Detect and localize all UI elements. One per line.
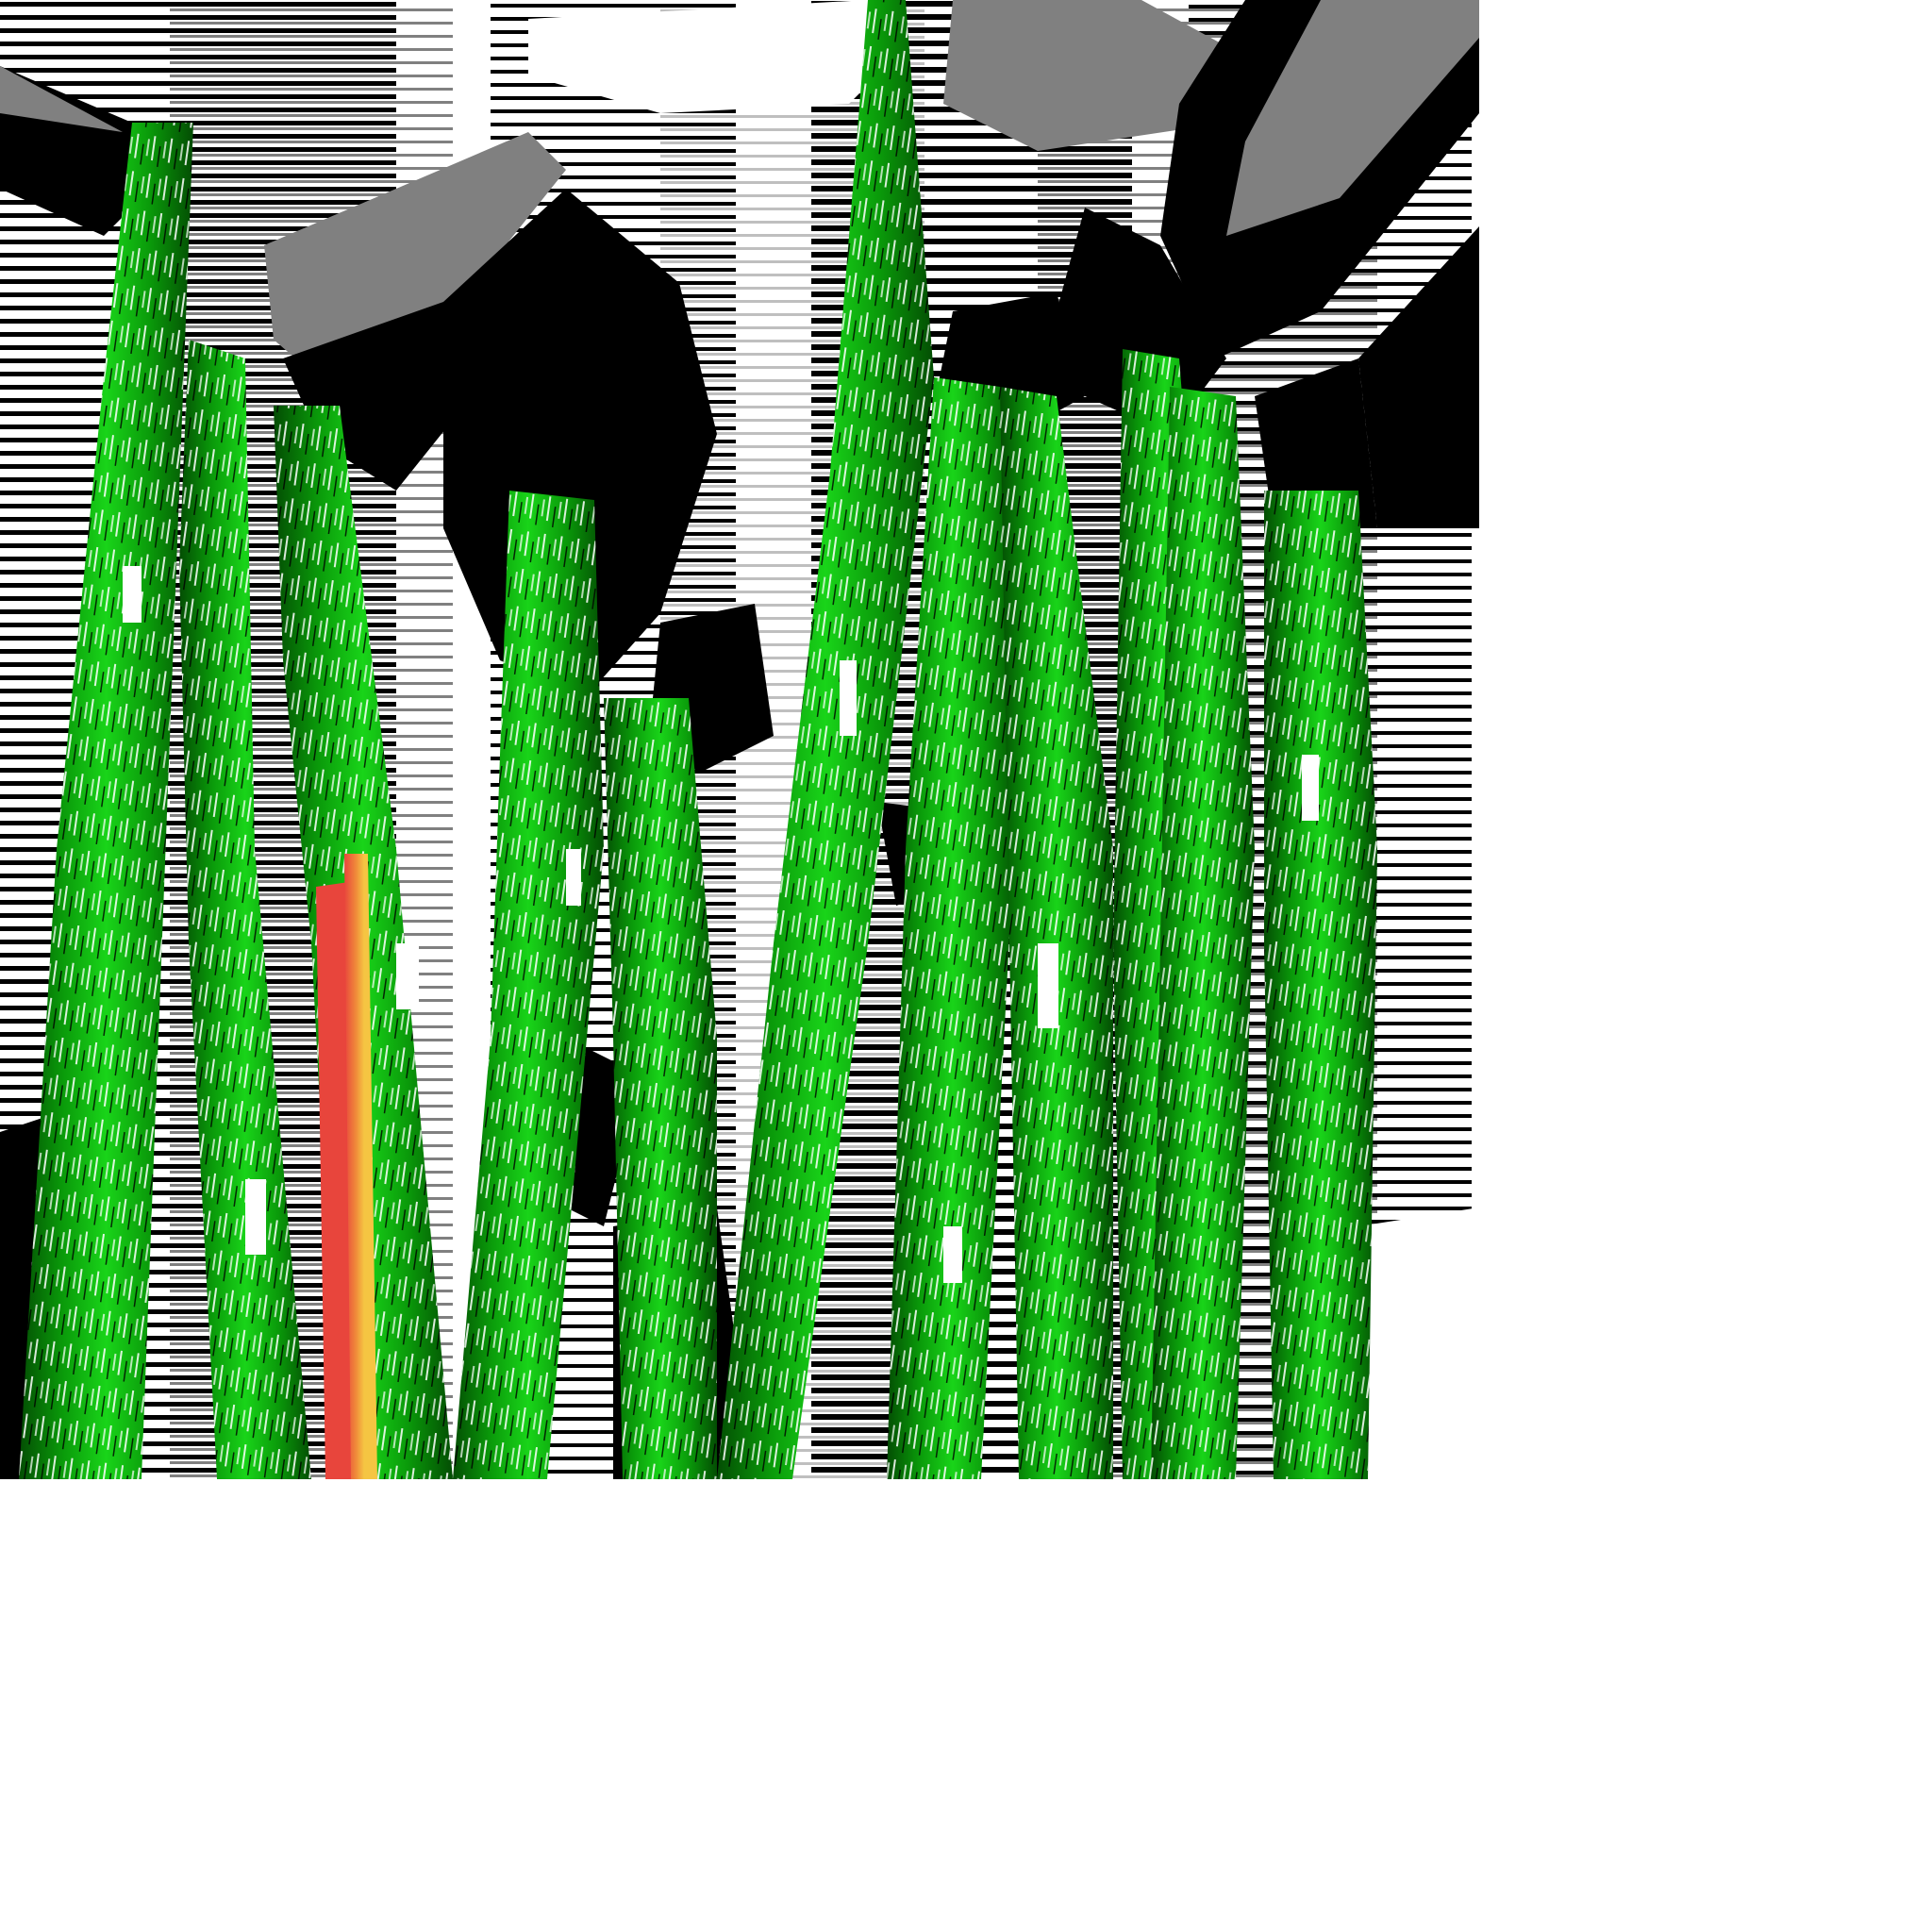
straw-blade — [316, 854, 377, 1479]
grass-texture-artwork — [0, 0, 1479, 1479]
grass-blades — [19, 0, 1377, 1479]
texture-canvas — [0, 0, 1479, 1479]
white-flecks — [123, 566, 1319, 1283]
